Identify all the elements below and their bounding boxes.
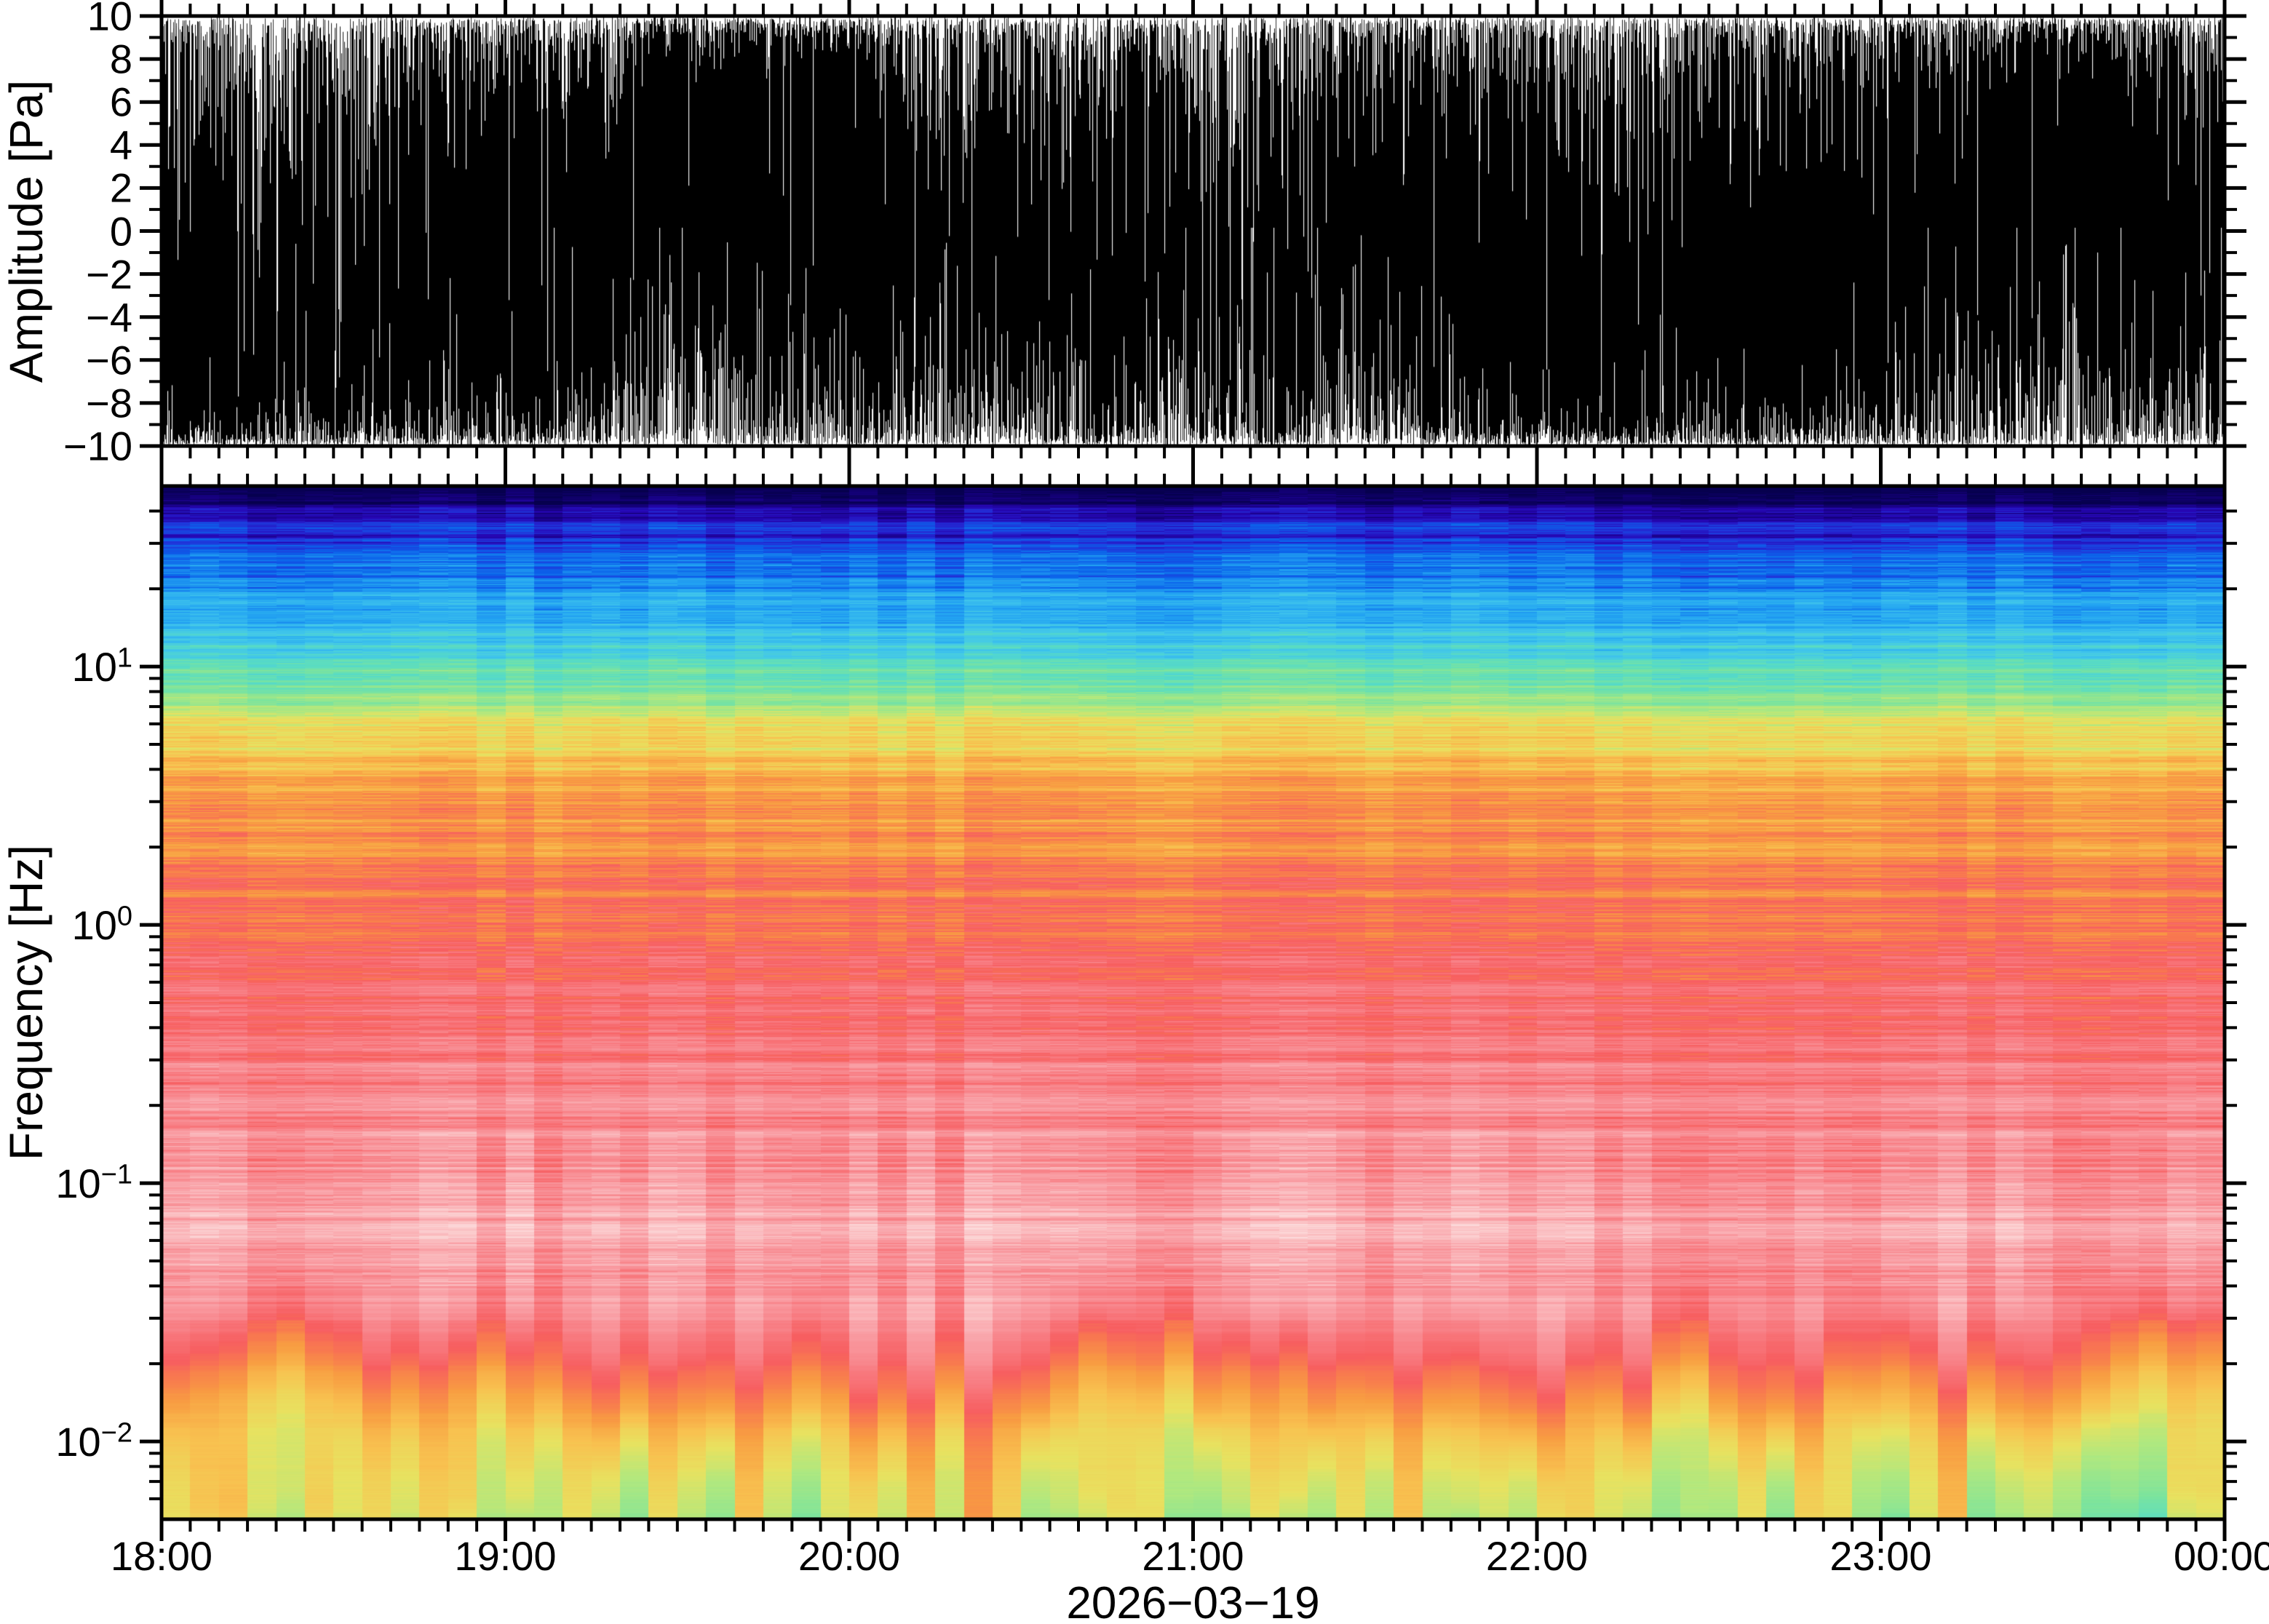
waveform-plot [162,16,2225,446]
freq-tick-label: 10−2 [55,1417,132,1465]
time-tick-label: 00:00 [2173,1533,2269,1579]
amp-tick-label: −2 [86,251,132,298]
time-tick-label: 22:00 [1485,1533,1589,1579]
freq-tick-label: 100 [71,901,132,948]
time-tick-label: 23:00 [1829,1533,1932,1579]
amp-tick-label: 10 [87,0,132,39]
time-tick-label: 20:00 [798,1533,901,1579]
time-tick-label: 19:00 [454,1533,557,1579]
amp-tick-label: −8 [86,380,132,426]
amp-tick-label: 8 [109,36,132,82]
time-tick-label: 21:00 [1142,1533,1244,1579]
spectrogram-heatmap [162,486,2225,1519]
freq-tick-label: 101 [71,642,132,690]
amp-tick-label: −4 [86,294,132,341]
amp-tick-label: 0 [109,208,132,254]
amp-tick-label: 4 [109,122,132,168]
waveform-y-axis-title: Amplitude [Pa] [0,79,52,383]
amp-tick-label: −6 [86,337,132,383]
amp-tick-label: 6 [109,79,132,125]
amp-tick-label: −10 [63,423,132,469]
amp-tick-label: 2 [109,164,132,211]
time-tick-label: 18:00 [110,1533,213,1579]
freq-tick-label: 10−1 [55,1159,132,1206]
spectrogram-y-axis-title: Frequency [Hz] [0,845,52,1161]
x-axis-date-label: 2026−03−19 [1066,1578,1320,1624]
